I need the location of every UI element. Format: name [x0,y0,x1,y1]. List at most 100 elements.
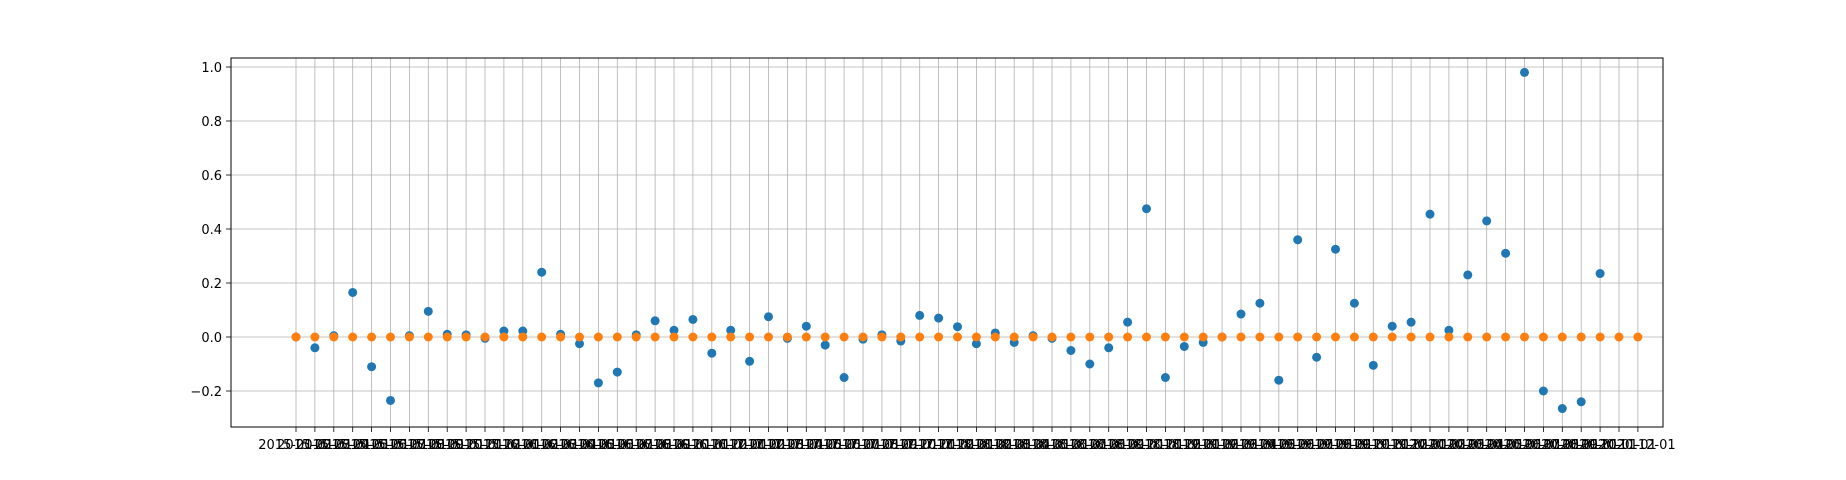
series-1-point [877,332,887,342]
x-axis-ticks: 2015-01-012015-02-012015-03-012015-04-01… [258,427,1676,453]
x-tick-label: 2020-09-01 [1543,438,1619,453]
x-tick-label: 2016-06-01 [580,438,656,453]
series-1-point [782,332,792,342]
series-1-point [291,332,301,342]
x-tick-label: 2019-12-01 [1373,438,1449,453]
series-1-point [1576,332,1586,342]
series-1-point [631,332,641,342]
series-1-point [593,332,603,342]
series-1-point [1217,332,1227,342]
series-1-point [801,332,811,342]
series-0-point [1331,244,1340,254]
series-1-point [858,332,868,342]
series-0-point [612,367,622,377]
series-0-point [593,378,603,388]
x-tick-label: 2018-03-01 [976,438,1052,453]
series-1-point [461,332,471,342]
x-tick-label: 2020-12-01 [1600,438,1676,453]
series-1-point [575,332,584,342]
x-tick-label: 2015-03-01 [296,438,372,453]
series-1-point [650,332,660,342]
series-1-point [953,332,962,342]
series-0-point [1274,375,1284,385]
x-tick-label: 2018-07-01 [1052,438,1128,453]
series-1-point [1538,332,1548,342]
x-tick-label: 2016-12-01 [693,438,769,453]
series-0-point [1406,317,1416,327]
series-orange [291,332,1643,342]
series-0-point [1255,298,1265,308]
x-tick-label: 2020-06-01 [1487,438,1563,453]
y-tick-label: 0.4 [201,223,222,238]
x-tick-label: 2019-11-01 [1354,438,1430,453]
x-tick-label: 2015-09-01 [409,438,485,453]
series-1-point [764,332,773,342]
series-1-point [896,332,906,342]
series-1-point [1349,332,1359,342]
series-1-point [1028,332,1038,342]
series-1-point [1312,332,1322,342]
y-tick-label: 0.2 [201,277,222,292]
x-tick-label: 2016-02-01 [504,438,580,453]
series-0-point [934,313,944,323]
y-tick-label: 0.0 [201,331,222,346]
plot-frame [230,57,1664,428]
series-0-point [726,325,736,335]
series-1-point [1614,332,1624,342]
x-tick-label: 2018-08-01 [1071,438,1147,453]
x-tick-label: 2016-07-01 [598,438,674,453]
x-tick-label: 2016-11-01 [674,438,750,453]
x-tick-label: 2015-04-01 [315,438,391,453]
series-1-point [1557,332,1567,342]
series-0-point [1520,67,1529,77]
x-tick-label: 2020-11-01 [1581,438,1657,453]
series-0-point [1368,360,1378,370]
series-0-point [839,373,849,382]
x-tick-label: 2015-01-01 [258,438,334,453]
x-tick-label: 2020-10-01 [1562,438,1638,453]
series-0-point [669,325,679,335]
x-tick-label: 2015-02-01 [277,438,353,453]
series-1-point [386,332,395,342]
series-1-point [1085,332,1095,342]
series-1-point [1463,332,1473,342]
series-1-point [1482,332,1492,342]
x-tick-label: 2017-02-01 [731,438,807,453]
series-0-point [1160,373,1170,382]
series-1-point [820,332,830,342]
x-tick-label: 2019-02-01 [1184,438,1260,453]
series-1-point [1368,332,1378,342]
series-0-point [1312,352,1322,362]
series-1-point [915,332,925,342]
series-1-point [367,332,377,342]
x-tick-label: 2017-07-01 [825,438,901,453]
series-0-point [764,312,773,322]
x-tick-label: 2015-10-01 [428,438,504,453]
x-tick-label: 2020-08-01 [1525,438,1601,453]
series-1-point [1633,332,1643,342]
series-1-point [480,332,490,342]
series-1-point [1406,332,1416,342]
series-1-point [971,332,981,342]
grid [231,58,1663,427]
series-0-point [1557,404,1567,414]
series-1-point [934,332,944,342]
x-tick-label: 2020-03-01 [1430,438,1506,453]
series-0-point [1123,317,1133,327]
series-1-point [1047,332,1057,342]
x-tick-label: 2016-03-01 [523,438,599,453]
series-1-point [348,332,358,342]
x-tick-label: 2019-10-01 [1336,438,1412,453]
series-1-point [1274,332,1284,342]
series-0-point [1595,269,1605,279]
series-0-point [1444,325,1454,335]
series-1-point [310,332,320,342]
series-0-point [971,339,981,349]
series-0-point [1066,346,1076,355]
x-tick-label: 2015-08-01 [391,438,467,453]
x-tick-label: 2016-04-01 [542,438,618,453]
series-1-point [537,332,547,342]
series-0-point [1425,209,1435,219]
series-0-point [1387,321,1397,331]
